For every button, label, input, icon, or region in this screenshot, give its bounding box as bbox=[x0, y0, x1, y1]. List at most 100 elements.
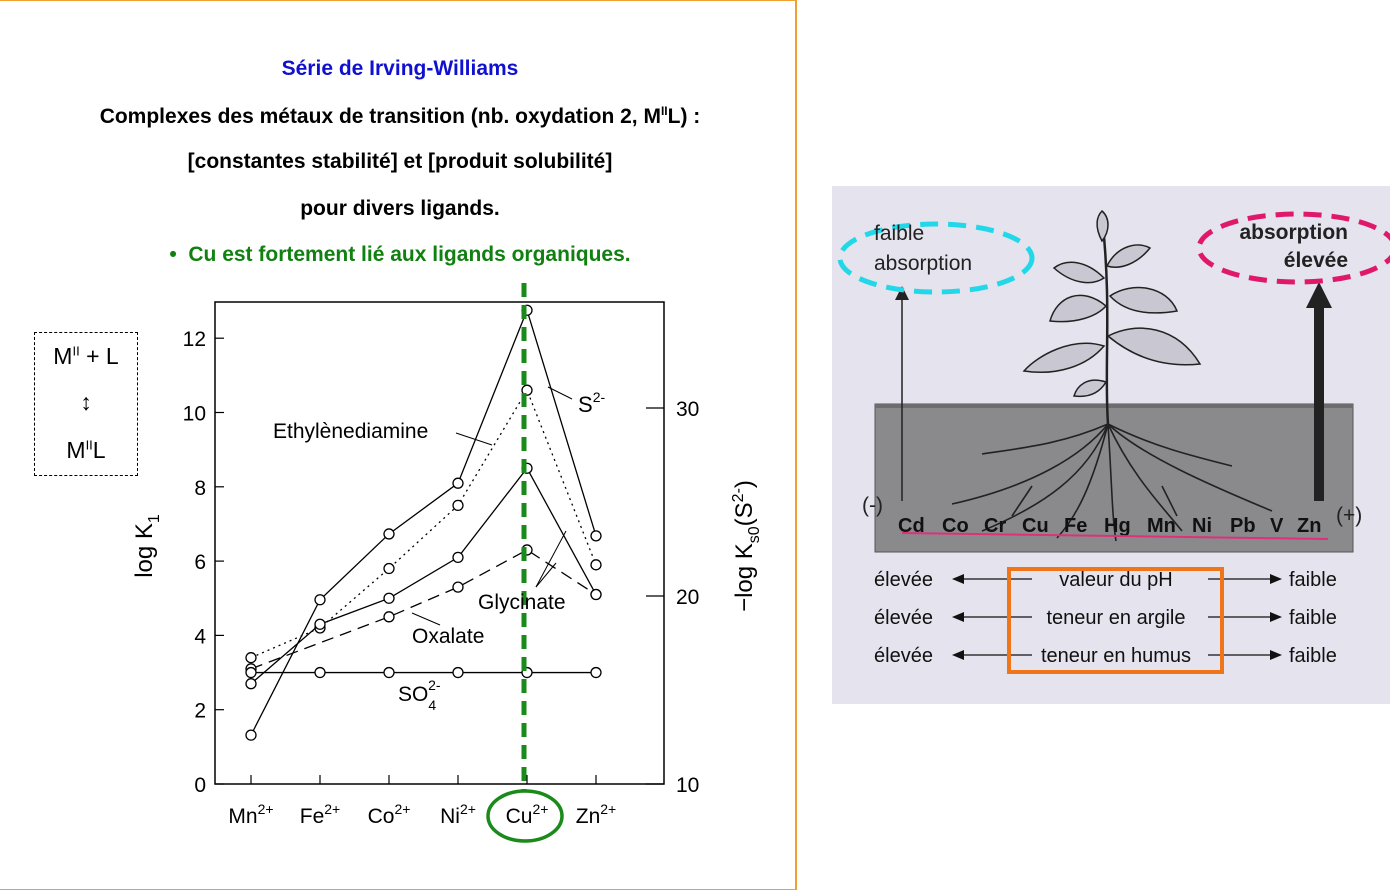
data-point-so42 bbox=[590, 666, 602, 679]
data-point-oxalate bbox=[452, 581, 464, 593]
element-co: Co bbox=[942, 515, 969, 537]
y-left-ticks: 0 2 4 6 8 10 12 bbox=[183, 328, 224, 797]
equilibrium-reactants: MII + L bbox=[53, 343, 119, 369]
element-cd: Cd bbox=[898, 515, 925, 537]
x-tick-label: Ni2+ bbox=[440, 801, 476, 828]
series-label-so4: SO42- bbox=[398, 677, 441, 713]
y-right-tick-label: 20 bbox=[676, 586, 699, 609]
x-tick-label: Cu2+ bbox=[506, 801, 549, 828]
soil-top-edge bbox=[875, 404, 1353, 408]
leader-glycinate-1 bbox=[535, 562, 557, 588]
leader-ethylenediamine bbox=[455, 432, 493, 446]
series-line-s2 bbox=[250, 308, 597, 736]
series-line-glycinate bbox=[250, 467, 597, 685]
leader-glycinate-2 bbox=[535, 530, 567, 588]
equilibrium-product: MIIL bbox=[66, 437, 106, 463]
element-cr: Cr bbox=[984, 515, 1006, 537]
data-point-ethylnediamine bbox=[521, 384, 533, 396]
cu-highlight-circle bbox=[486, 789, 564, 843]
leader-s2 bbox=[547, 386, 573, 400]
data-point-ethylnediamine bbox=[383, 562, 395, 575]
label-elevee-1: absorption bbox=[1240, 221, 1349, 244]
plant-roots bbox=[951, 423, 1273, 542]
x-tick-label: Mn2+ bbox=[228, 801, 273, 828]
low-absorption-circle bbox=[837, 221, 1035, 295]
row-right-label: faible bbox=[1289, 569, 1337, 591]
y-left-tick-label: 0 bbox=[194, 774, 206, 797]
element-series: Cd Co Cr Cu Fe Hg Mn Ni Pb V Zn bbox=[898, 515, 1321, 537]
data-point-s2 bbox=[383, 528, 395, 540]
x-tick-label: Co2+ bbox=[368, 801, 411, 828]
y-left-tick-label: 4 bbox=[194, 625, 206, 648]
series-layer bbox=[245, 304, 602, 741]
equilibrium-box: MII + L ↕ MIIL bbox=[34, 332, 138, 476]
data-point-so42 bbox=[383, 666, 395, 679]
element-hg: Hg bbox=[1104, 515, 1131, 537]
y-left-tick-label: 10 bbox=[183, 403, 206, 426]
irving-williams-chart: 0 2 4 6 8 10 12 10 20 30 Mn2+ Fe2+ Co2+ Ni2+ Cu2+ Zn2… bbox=[131, 283, 763, 843]
label-faible-2: absorption bbox=[874, 252, 972, 275]
chart-subtitle-line-1: Complexes des métaux de transition (nb. … bbox=[99, 104, 701, 128]
element-zn: Zn bbox=[1297, 515, 1321, 537]
data-point-oxalate bbox=[383, 611, 395, 623]
y-left-tick-label: 2 bbox=[194, 700, 206, 723]
data-point-s2 bbox=[452, 477, 464, 489]
series-label-glycinate: Glycinate bbox=[478, 591, 566, 614]
thin-arrow-head bbox=[895, 286, 909, 300]
row-left-arrowhead bbox=[952, 650, 964, 660]
plant-absorption-diagram: faible absorption absorption élevée (-) … bbox=[832, 186, 1390, 704]
leader-oxalate bbox=[411, 612, 441, 626]
data-point-glycinate bbox=[245, 678, 257, 690]
row-left-label: élevée bbox=[874, 645, 933, 667]
row-right-label: faible bbox=[1289, 645, 1337, 667]
minus-sign: (-) bbox=[862, 494, 883, 517]
equilibrium-arrow: ↕ bbox=[80, 389, 92, 415]
row-right-label: faible bbox=[1289, 607, 1337, 629]
data-point-s2 bbox=[314, 594, 326, 606]
element-fe: Fe bbox=[1064, 515, 1087, 537]
element-cu: Cu bbox=[1022, 515, 1049, 537]
chart-subtitle-line-2: [constantes stabilité] et [produit solub… bbox=[187, 150, 613, 173]
plus-sign: (+) bbox=[1336, 504, 1362, 527]
plant-stem bbox=[1100, 215, 1110, 425]
y-right-ticks: 10 20 30 bbox=[646, 398, 699, 797]
data-point-ethylnediamine bbox=[452, 499, 464, 512]
row-right-arrowhead bbox=[1270, 612, 1282, 622]
data-point-oxalate bbox=[590, 588, 602, 601]
row-center-label: teneur en argile bbox=[1047, 607, 1186, 629]
properties-highlight-box bbox=[1007, 567, 1224, 674]
data-point-so42 bbox=[245, 666, 257, 679]
series-line-oxalate bbox=[250, 549, 597, 670]
plot-frame bbox=[214, 301, 665, 785]
label-faible-1: faible bbox=[874, 222, 924, 245]
element-pb: Pb bbox=[1230, 515, 1256, 537]
data-point-so42 bbox=[314, 666, 326, 679]
x-tick-label: Zn2+ bbox=[576, 801, 616, 828]
data-point-glycinate bbox=[452, 551, 464, 564]
data-point-s2 bbox=[245, 729, 257, 741]
element-v: V bbox=[1270, 515, 1284, 537]
y-left-axis-label: log K1 bbox=[131, 514, 163, 578]
element-ni: Ni bbox=[1192, 515, 1212, 537]
thick-arrow-head bbox=[1306, 282, 1332, 308]
thick-arrow-shaft bbox=[1314, 306, 1324, 501]
y-right-tick-label: 10 bbox=[676, 774, 699, 797]
row-left-arrowhead bbox=[952, 612, 964, 622]
y-right-tick-label: 30 bbox=[676, 398, 699, 421]
row-right-arrowhead bbox=[1270, 650, 1282, 660]
row-left-arrowhead bbox=[952, 574, 964, 584]
data-point-ethylnediamine bbox=[590, 559, 602, 571]
element-underline bbox=[901, 532, 1329, 540]
row-right-arrowhead bbox=[1270, 574, 1282, 584]
x-tick-label: Fe2+ bbox=[300, 801, 340, 828]
x-ticks: Mn2+ Fe2+ Co2+ Ni2+ Cu2+ Zn2+ bbox=[228, 775, 616, 828]
data-point-glycinate bbox=[314, 618, 326, 630]
chart-title: Série de Irving-Williams bbox=[281, 57, 519, 80]
y-left-tick-label: 12 bbox=[183, 328, 206, 351]
y-left-tick-label: 6 bbox=[194, 551, 206, 574]
property-rows: élevée valeur du pH faible élevée teneur en … bbox=[874, 569, 1337, 667]
element-mn: Mn bbox=[1147, 515, 1176, 537]
y-left-tick-label: 8 bbox=[194, 477, 206, 500]
data-point-s2 bbox=[590, 530, 602, 542]
bullet: • bbox=[169, 243, 177, 266]
